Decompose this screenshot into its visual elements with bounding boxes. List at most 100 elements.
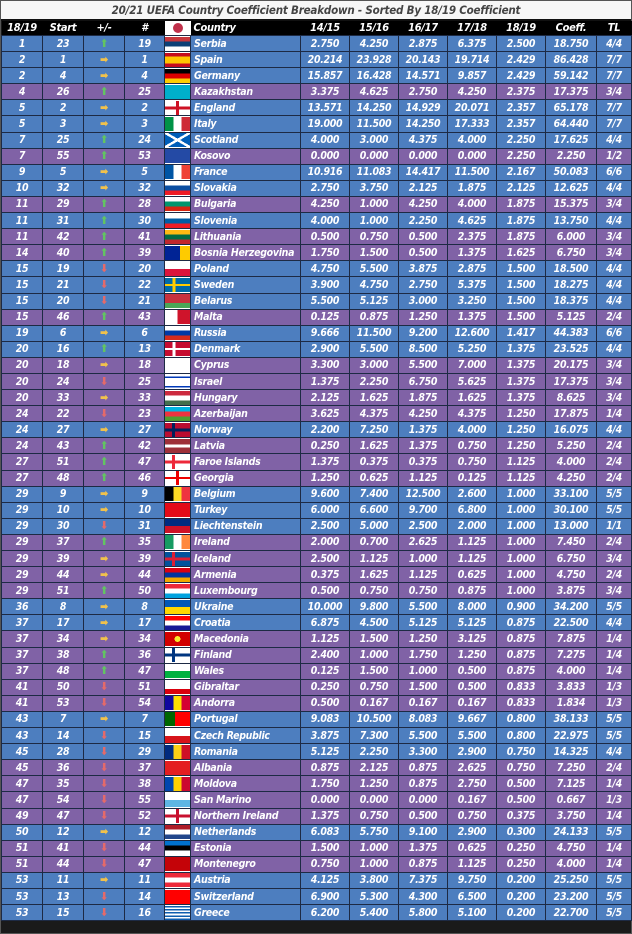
- country-cell: Finland: [190, 646, 301, 664]
- change-cell: ⬆: [83, 131, 125, 149]
- start-cell: 55: [42, 147, 84, 165]
- country-cell: San Marino: [190, 791, 301, 809]
- season-1718-cell: 4.625: [447, 212, 497, 230]
- season-1516-cell: 4.625: [349, 83, 399, 101]
- country-cell: Georgia: [190, 469, 301, 487]
- season-1617-cell: 1.375: [398, 421, 448, 439]
- arrow-right-icon: ➡: [100, 117, 108, 131]
- rank-cell: 36: [1, 598, 43, 616]
- season-1617-cell: 1.750: [398, 646, 448, 664]
- country-cell: Norway: [190, 421, 301, 439]
- arrow-up-icon: ⬆: [100, 438, 108, 452]
- croatia-flag-icon: [165, 615, 190, 630]
- season-1718-cell: 0.625: [447, 566, 497, 584]
- start-cell: 7: [42, 710, 84, 729]
- bulgaria-flag-icon: [165, 197, 190, 212]
- czech-flag-icon: [165, 728, 190, 743]
- table-row: 47 54 ⬇ 55 San Marino 0.000 0.000 0.000 0.167 0.5…: [1, 791, 632, 809]
- change-cell: ⬆: [83, 244, 125, 262]
- season-1819-cell: 1.875: [496, 195, 546, 214]
- rank-cell: 2: [1, 67, 43, 85]
- season-1718-cell: 17.333: [447, 115, 497, 133]
- coeff-cell: 23.200: [545, 887, 597, 906]
- country-cell: Slovakia: [190, 179, 301, 197]
- number-cell: 25: [124, 83, 165, 101]
- rank-cell: 10: [1, 179, 43, 197]
- season-1718-cell: 6.500: [447, 887, 497, 906]
- flag-cell: [164, 598, 191, 616]
- arrow-up-icon: ⬆: [100, 149, 108, 163]
- coeff-cell: 4.000: [545, 453, 597, 471]
- season-1516-cell: 1.000: [349, 646, 399, 664]
- rank-cell: 51: [1, 839, 43, 857]
- season-1718-cell: 2.900: [447, 743, 497, 761]
- coeff-cell: 38.133: [545, 710, 597, 729]
- coeff-cell: 59.142: [545, 67, 597, 85]
- number-cell: 32: [124, 179, 165, 197]
- rank-cell: 37: [1, 614, 43, 632]
- table-row: 51 41 ⬇ 44 Estonia 1.500 1.000 1.375 0.625 0.250 4…: [1, 839, 632, 857]
- season-1819-cell: 0.833: [496, 694, 546, 712]
- change-cell: ➡: [83, 179, 125, 197]
- season-1516-cell: 0.000: [349, 791, 399, 809]
- season-1415-cell: 6.000: [300, 501, 350, 519]
- coeff-cell: 4.250: [545, 469, 597, 487]
- arrow-up-icon: ⬆: [100, 342, 108, 356]
- season-1819-cell: 1.375: [496, 389, 546, 407]
- season-1718-cell: 0.500: [447, 662, 497, 680]
- start-cell: 33: [42, 389, 84, 407]
- season-1718-cell: 11.500: [447, 163, 497, 181]
- start-cell: 34: [42, 630, 84, 648]
- table-row: 2 1 ➡ 1 Spain 20.214 23.928 20.143 19.714 2.429 86…: [1, 51, 632, 69]
- season-1516-cell: 0.375: [349, 453, 399, 471]
- change-cell: ➡: [83, 115, 125, 133]
- number-cell: 19: [124, 34, 165, 53]
- country-cell: Israel: [190, 372, 301, 391]
- season-1819-cell: 2.125: [496, 179, 546, 197]
- season-1819-cell: 2.357: [496, 99, 546, 117]
- change-cell: ➡: [83, 598, 125, 616]
- season-1415-cell: 0.500: [300, 582, 350, 600]
- start-cell: 48: [42, 469, 84, 487]
- arrow-up-icon: ⬆: [100, 583, 108, 597]
- season-1415-cell: 0.375: [300, 566, 350, 584]
- start-cell: 2: [42, 99, 84, 117]
- start-cell: 36: [42, 759, 84, 777]
- start-cell: 19: [42, 260, 84, 278]
- number-cell: 42: [124, 437, 165, 455]
- change-cell: ⬇: [83, 678, 125, 696]
- season-1415-cell: 3.300: [300, 356, 350, 374]
- coeff-cell: 34.200: [545, 598, 597, 616]
- denmark-flag-icon: [165, 342, 190, 357]
- azerbaijan-flag-icon: [165, 406, 190, 421]
- arrow-up-icon: ⬆: [100, 36, 108, 50]
- country-cell: Bulgaria: [190, 195, 301, 214]
- iceland-flag-icon: [165, 551, 190, 566]
- rank-cell: 11: [1, 212, 43, 230]
- bosnia-flag-icon: [165, 245, 190, 260]
- season-1819-cell: 0.750: [496, 743, 546, 761]
- season-1617-cell: 1.875: [398, 389, 448, 407]
- country-cell: England: [190, 99, 301, 117]
- flag-cell: [164, 904, 191, 922]
- season-1718-cell: 0.625: [447, 839, 497, 857]
- season-1819-cell: 1.875: [496, 212, 546, 230]
- arrow-right-icon: ➡: [100, 181, 108, 195]
- season-1617-cell: 1.250: [398, 308, 448, 326]
- albania-flag-icon: [165, 760, 190, 775]
- tl-cell: 7/7: [596, 67, 632, 85]
- table-row: 41 50 ⬇ 51 Gibraltar 0.250 0.750 1.500 0.500 0.83…: [1, 678, 632, 696]
- table-row: 24 43 ⬆ 42 Latvia 0.250 1.625 1.375 0.750 1.250 5.…: [1, 437, 632, 455]
- season-1415-cell: 2.900: [300, 340, 350, 358]
- change-cell: ⬇: [83, 839, 125, 857]
- season-1415-cell: 2.200: [300, 421, 350, 439]
- table-row: 51 44 ⬇ 47 Montenegro 0.750 1.000 0.875 1.125 0.2…: [1, 855, 632, 873]
- start-cell: 35: [42, 775, 84, 793]
- header-1718: 17/18: [447, 21, 497, 36]
- country-cell: Azerbaijan: [190, 405, 301, 423]
- season-1415-cell: 2.000: [300, 533, 350, 552]
- season-1617-cell: 5.500: [398, 598, 448, 616]
- spain-flag-icon: [165, 52, 190, 67]
- country-cell: Bosnia Herzegovina: [190, 244, 301, 262]
- season-1516-cell: 5.000: [349, 517, 399, 535]
